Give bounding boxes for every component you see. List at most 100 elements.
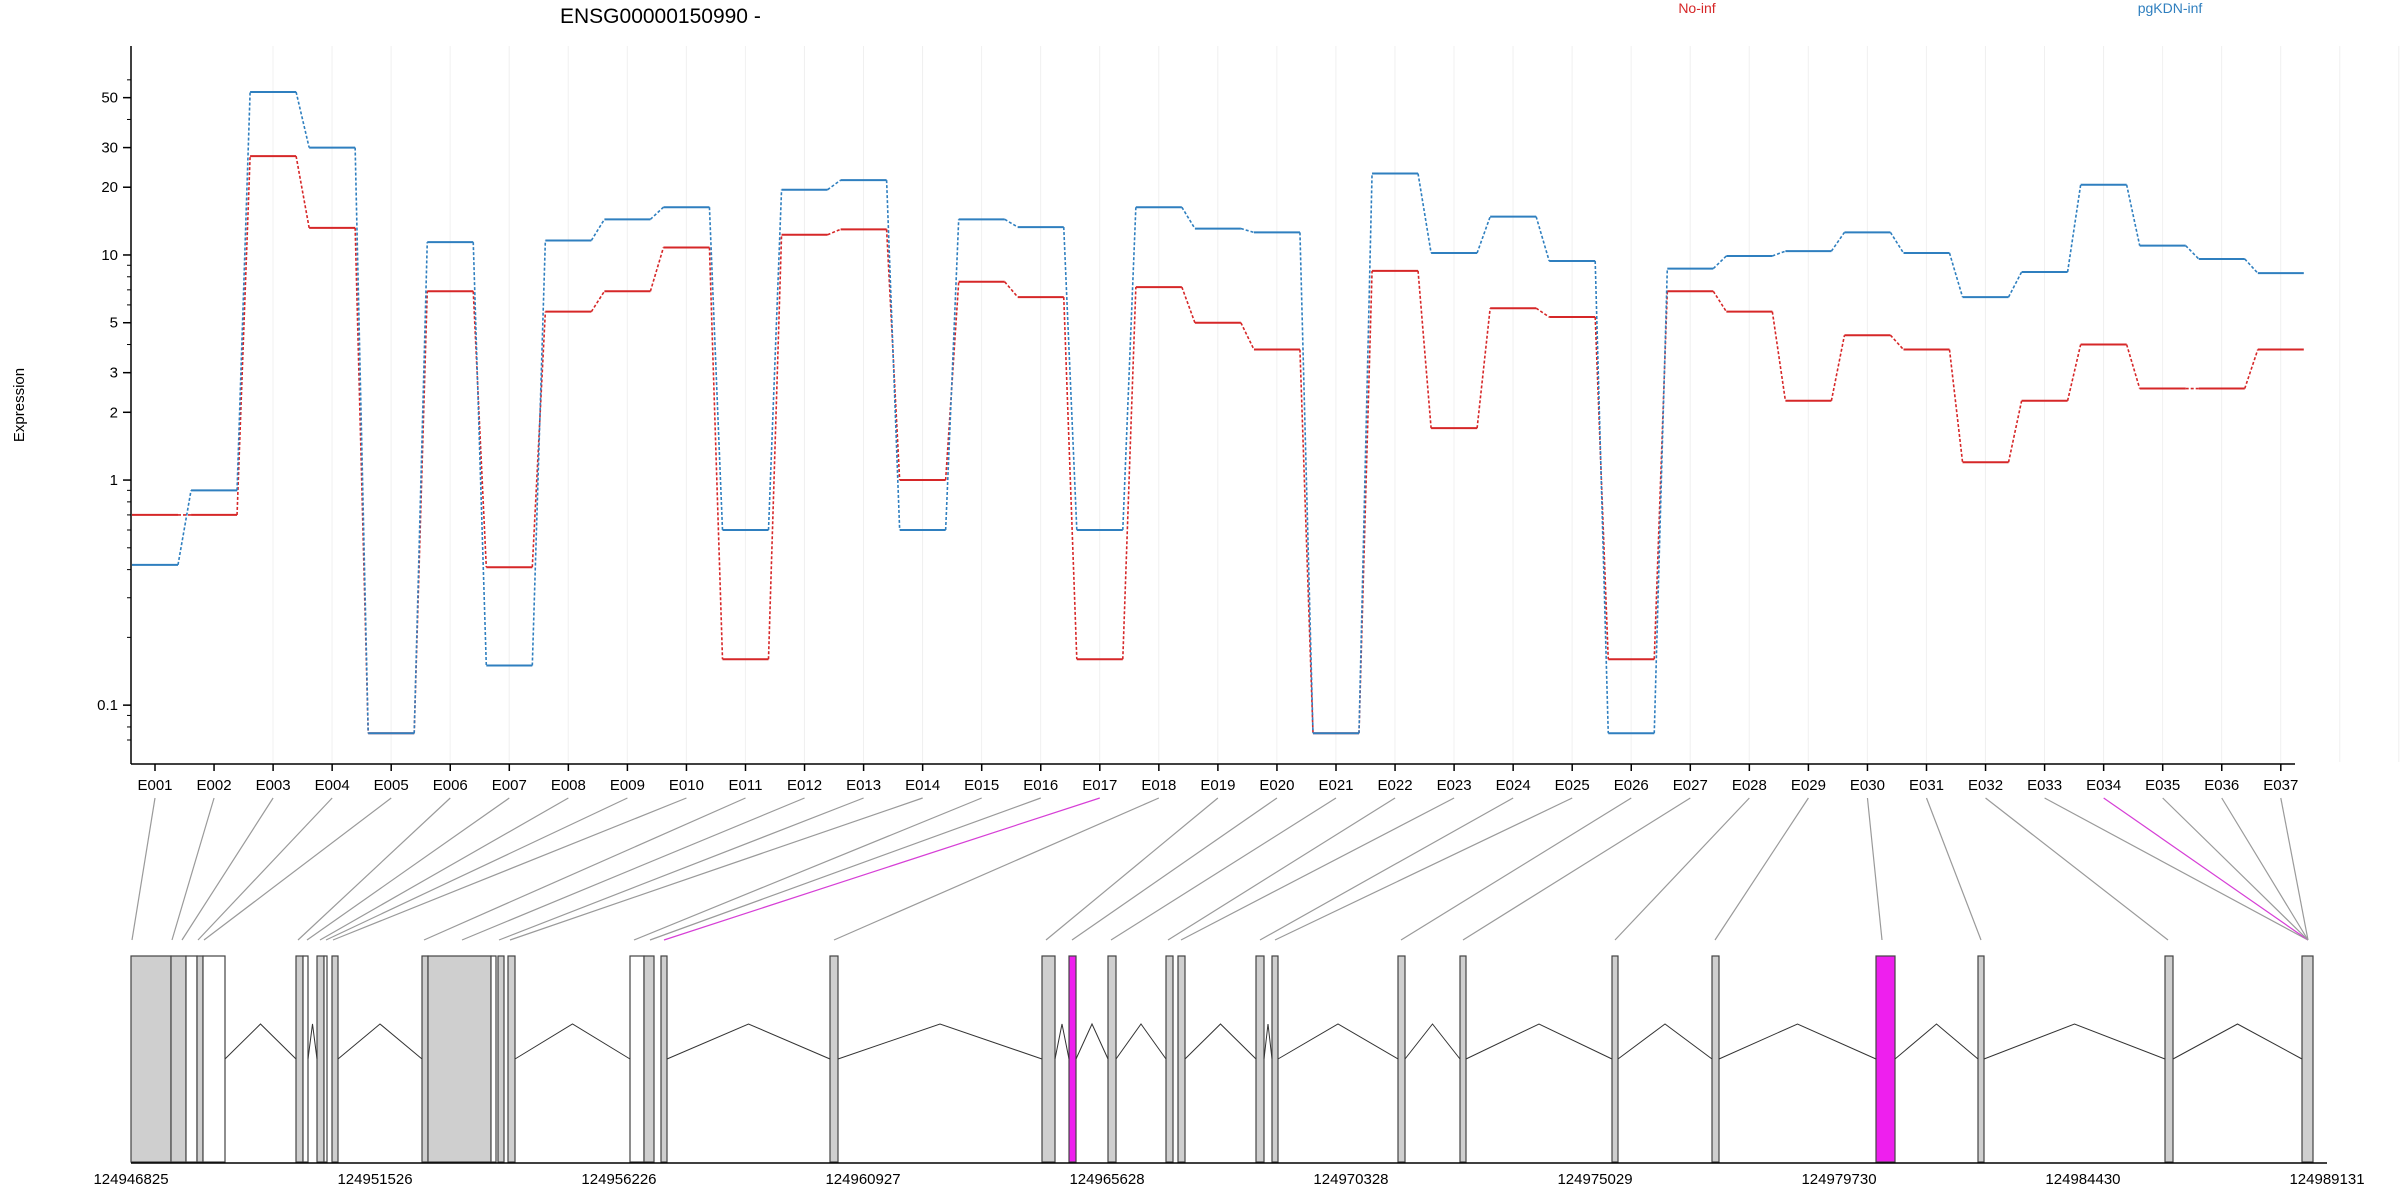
connector-E018 bbox=[833, 797, 1160, 941]
exon-box bbox=[1875, 955, 1896, 1163]
exon-box bbox=[660, 955, 668, 1163]
x-tick-label-E035: E035 bbox=[2145, 777, 2180, 794]
step-connector bbox=[590, 218, 606, 241]
exon-box bbox=[427, 955, 492, 1163]
x-tick-label-E021: E021 bbox=[1318, 777, 1353, 794]
intron-line bbox=[1465, 1023, 1613, 1060]
x-tick-label-E013: E013 bbox=[846, 777, 881, 794]
connector-E022 bbox=[1167, 797, 1396, 941]
connector-E024 bbox=[1259, 797, 1514, 941]
step-connector bbox=[1122, 287, 1137, 660]
exon-box bbox=[421, 955, 429, 1163]
exon-box bbox=[1459, 955, 1467, 1163]
y-tick-label: 10 bbox=[101, 247, 118, 264]
step-connector bbox=[236, 156, 251, 515]
step-connector bbox=[649, 206, 664, 220]
intron-line bbox=[1894, 1023, 1979, 1060]
x-tick-label-E026: E026 bbox=[1614, 777, 1649, 794]
exon-box bbox=[1711, 955, 1720, 1163]
chart-title: ENSG00000150990 - bbox=[560, 5, 761, 28]
x-tick-label-E016: E016 bbox=[1023, 777, 1058, 794]
x-tick-label-E033: E033 bbox=[2027, 777, 2062, 794]
connector-E002 bbox=[171, 797, 215, 941]
step-connector bbox=[1299, 349, 1314, 734]
intron-line bbox=[1054, 1023, 1070, 1060]
intron-line bbox=[1718, 1023, 1877, 1060]
x-tick-label-E017: E017 bbox=[1082, 777, 1117, 794]
genomic-tick-label: 124984430 bbox=[2045, 1171, 2120, 1188]
step-connector bbox=[295, 155, 310, 228]
intron-line bbox=[1404, 1023, 1461, 1060]
x-tick-label-E024: E024 bbox=[1496, 777, 1531, 794]
step-connector bbox=[1417, 270, 1432, 429]
x-tick-label-E018: E018 bbox=[1141, 777, 1176, 794]
connector-E032 bbox=[1985, 797, 2169, 941]
x-tick-label-E019: E019 bbox=[1200, 777, 1235, 794]
step-connector bbox=[2185, 245, 2200, 260]
step-connector bbox=[1476, 216, 1491, 254]
exon-box bbox=[629, 955, 645, 1163]
connector-E023 bbox=[1180, 797, 1455, 941]
step-connector bbox=[590, 290, 606, 313]
gene-model bbox=[130, 955, 2314, 1163]
connector-E036 bbox=[2221, 797, 2309, 941]
x-tick-label-E001: E001 bbox=[137, 777, 172, 794]
x-tick-label-E023: E023 bbox=[1437, 777, 1472, 794]
x-tick-label-E027: E027 bbox=[1673, 777, 1708, 794]
y-axis: 0.1 1 2 3 5 10 20 30 50 bbox=[97, 46, 132, 764]
connector-E029 bbox=[1714, 797, 1809, 941]
connector-E007 bbox=[306, 797, 510, 941]
exon-box bbox=[1271, 955, 1279, 1163]
step-connector bbox=[1712, 290, 1728, 313]
connector-E001 bbox=[131, 797, 156, 941]
exon-box bbox=[1165, 955, 1174, 1163]
step-connector bbox=[1712, 255, 1727, 270]
exon-box bbox=[2164, 955, 2174, 1163]
x-tick-label-E005: E005 bbox=[374, 777, 409, 794]
step-connector bbox=[1122, 207, 1137, 531]
connector-E008 bbox=[319, 797, 569, 941]
connector-E009 bbox=[325, 797, 628, 941]
exon-box bbox=[316, 955, 325, 1163]
x-tick-label-E004: E004 bbox=[315, 777, 350, 794]
x-axis: E001 E002 E003 E004 E005 E006 E007 E008 E009 E010… bbox=[131, 763, 2298, 794]
connector-E035 bbox=[2162, 797, 2309, 941]
connector-E034 bbox=[2103, 797, 2309, 941]
step-connector bbox=[649, 247, 665, 292]
exon-box bbox=[643, 955, 655, 1163]
genomic-coordinate-axis: 124946825 124951526 124956226 124960927 1249… bbox=[93, 1162, 2365, 1188]
step-connector bbox=[885, 180, 901, 531]
step-connector bbox=[2244, 258, 2259, 274]
step-connector bbox=[1240, 227, 1255, 234]
step-connector bbox=[1830, 335, 1846, 401]
intron-line bbox=[1263, 1023, 1273, 1060]
step-connector bbox=[413, 242, 429, 734]
step-connector bbox=[472, 242, 488, 666]
genomic-tick-label: 124960927 bbox=[825, 1171, 900, 1188]
step-connector bbox=[827, 179, 842, 191]
step-connector bbox=[1181, 286, 1196, 324]
step-connector bbox=[827, 228, 841, 236]
connector-E020 bbox=[1071, 797, 1278, 941]
intron-line bbox=[307, 1023, 318, 1060]
step-connector bbox=[2066, 344, 2082, 401]
exon-box bbox=[1068, 955, 1077, 1163]
series-pgKDN-inf bbox=[132, 90, 2304, 735]
connector-E011 bbox=[423, 797, 746, 941]
x-tick-label-E037: E037 bbox=[2263, 777, 2298, 794]
genomic-tick-label: 124951526 bbox=[337, 1171, 412, 1188]
step-connector bbox=[944, 219, 960, 531]
y-tick-label: 3 bbox=[110, 365, 118, 382]
step-connector bbox=[1417, 173, 1432, 254]
y-tick-label: 1 bbox=[110, 472, 118, 489]
exon-box bbox=[331, 955, 339, 1163]
y-tick-label: 5 bbox=[110, 315, 118, 332]
connector-E026 bbox=[1400, 797, 1632, 941]
exon-box bbox=[829, 955, 839, 1163]
step-connector bbox=[1240, 322, 1255, 350]
connector-E015 bbox=[633, 797, 982, 941]
exon-box bbox=[507, 955, 516, 1163]
x-tick-label-E022: E022 bbox=[1378, 777, 1413, 794]
exon-box bbox=[202, 955, 226, 1163]
